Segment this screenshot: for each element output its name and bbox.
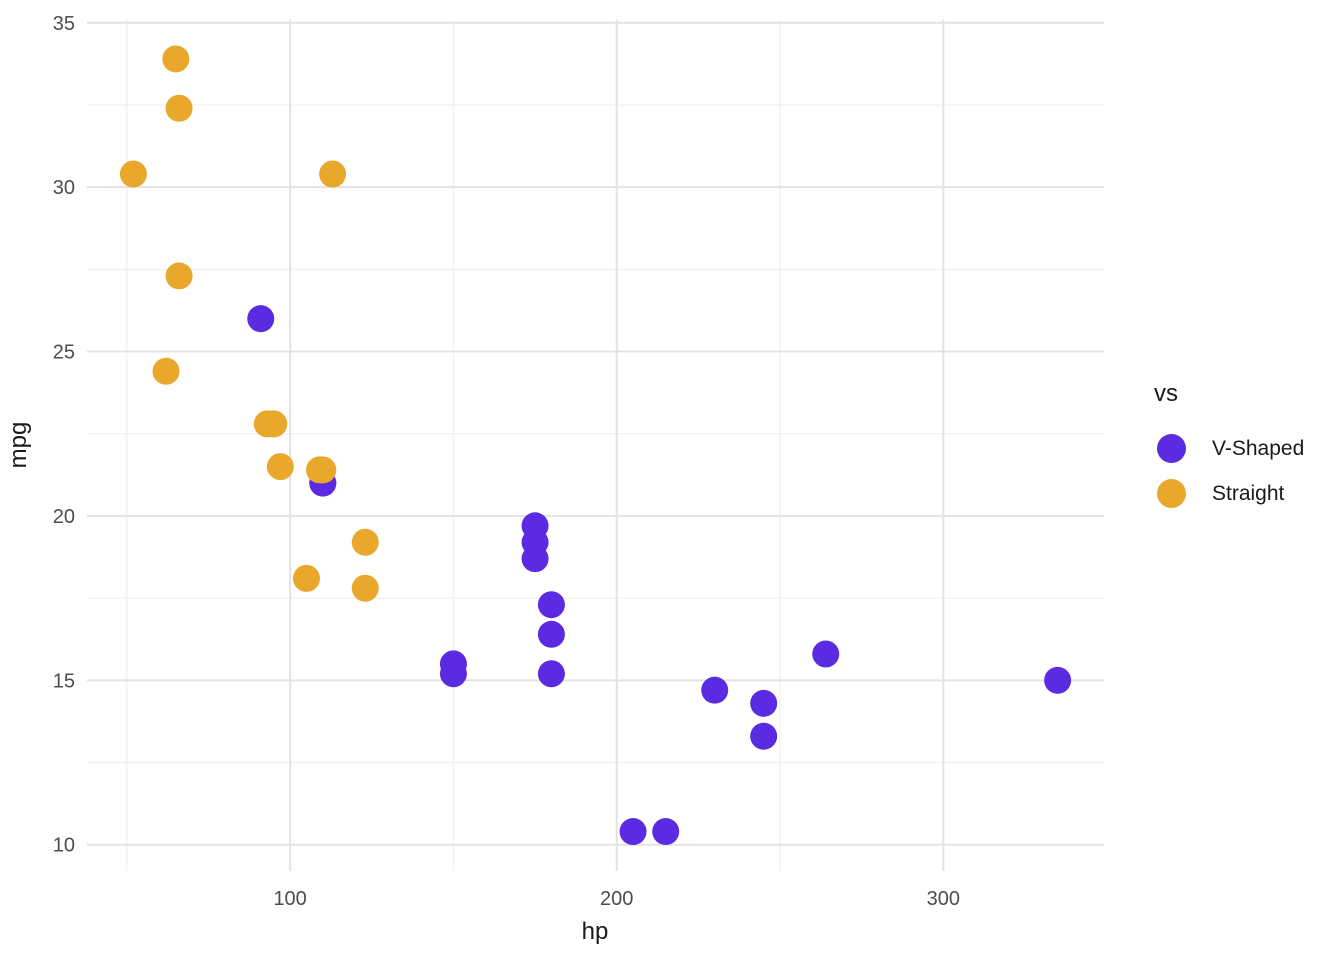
y-tick-label: 25 [53, 342, 75, 364]
y-tick-label: 30 [53, 177, 75, 199]
x-tick-label: 300 [927, 888, 960, 910]
data-point [165, 94, 193, 122]
data-point [260, 410, 288, 438]
data-point [537, 660, 565, 688]
data-point [351, 574, 379, 602]
legend-label-straight: Straight [1212, 481, 1285, 505]
data-point [162, 45, 190, 73]
data-point [152, 357, 180, 385]
data-points-layer [119, 45, 1072, 846]
legend-key-v-shaped-dot [1157, 434, 1186, 463]
data-point [1044, 666, 1072, 694]
major-gridlines [87, 19, 1104, 871]
data-point [537, 620, 565, 648]
data-point [619, 818, 647, 846]
x-axis-tick-labels: 100 200 300 [273, 888, 960, 910]
data-point [266, 453, 294, 481]
legend-item-v-shaped: V-Shaped [1148, 426, 1304, 471]
data-point [750, 722, 778, 750]
x-axis-title: hp [582, 918, 609, 945]
legend-item-straight: Straight [1148, 471, 1304, 516]
data-point [652, 818, 680, 846]
y-tick-label: 15 [53, 670, 75, 692]
y-axis-tick-labels: 10 15 20 25 30 35 [53, 13, 75, 857]
y-tick-label: 10 [53, 835, 75, 857]
data-point [439, 660, 467, 688]
data-point [119, 160, 147, 188]
data-point [701, 676, 729, 704]
data-point [306, 456, 334, 484]
legend: vs V-Shaped Straight [1148, 380, 1304, 516]
data-point [750, 689, 778, 717]
minor-gridlines [87, 19, 1104, 871]
data-point [812, 640, 840, 668]
data-point [165, 262, 193, 290]
legend-key-straight-dot [1157, 479, 1186, 508]
data-point [351, 528, 379, 556]
data-point [319, 160, 347, 188]
x-tick-label: 200 [600, 888, 633, 910]
y-axis-title: mpg [5, 422, 32, 469]
y-tick-label: 20 [53, 506, 75, 528]
data-point [521, 512, 549, 540]
legend-label-v-shaped: V-Shaped [1212, 436, 1305, 460]
data-point [247, 305, 275, 333]
data-point [537, 591, 565, 619]
data-point [292, 564, 320, 592]
legend-title: vs [1154, 380, 1178, 407]
y-tick-label: 35 [53, 13, 75, 35]
x-tick-label: 100 [273, 888, 306, 910]
